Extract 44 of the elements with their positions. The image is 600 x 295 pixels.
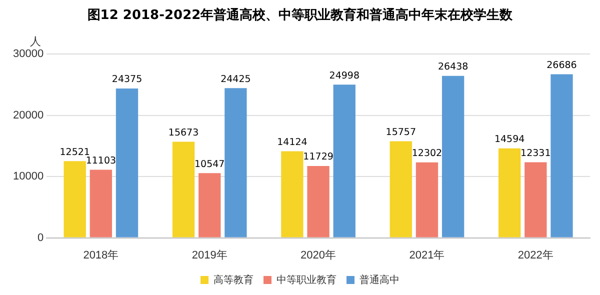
data-label: 14594 <box>494 134 525 146</box>
y-tick-label: 10000 <box>12 170 44 183</box>
bar <box>198 173 221 238</box>
data-label: 24425 <box>220 74 251 85</box>
bar <box>333 84 356 238</box>
bar <box>442 76 464 238</box>
data-label: 26438 <box>438 62 468 73</box>
bar <box>524 162 547 238</box>
bar <box>64 161 86 238</box>
x-tick-label: 2022年 <box>518 249 554 262</box>
y-tick-label: 30000 <box>12 48 44 60</box>
bar <box>498 148 521 238</box>
bar <box>116 88 138 238</box>
data-label: 24375 <box>112 74 142 86</box>
bar <box>90 170 112 238</box>
x-tick-label: 2019年 <box>192 249 228 262</box>
legend-label: 中等职业教育 <box>276 274 336 286</box>
bar <box>307 166 330 238</box>
y-tick-label: 0 <box>37 232 44 244</box>
data-label: 15673 <box>168 127 199 138</box>
data-label: 14124 <box>277 136 308 148</box>
data-label: 15757 <box>386 126 416 138</box>
x-tick-label: 2018年 <box>83 249 119 262</box>
chart-title: 图12 2018-2022年普通高校、中等职业教育和普通高中年末在校学生数 <box>86 6 514 24</box>
data-label: 24998 <box>329 70 360 82</box>
data-label: 12521 <box>60 146 90 158</box>
data-label: 10547 <box>194 158 225 170</box>
data-label: 11103 <box>86 155 116 166</box>
bar <box>224 88 247 238</box>
y-tick-label: 20000 <box>12 109 44 122</box>
data-label: 26686 <box>546 60 577 72</box>
bar <box>281 151 304 238</box>
legend-label: 普通高中 <box>360 274 400 286</box>
bar <box>416 162 438 238</box>
data-label: 11729 <box>303 152 334 163</box>
bar <box>550 74 573 238</box>
x-tick-label: 2020年 <box>300 249 336 262</box>
bar <box>390 141 412 238</box>
bar <box>172 142 195 238</box>
x-tick-label: 2021年 <box>409 249 445 262</box>
y-axis-title: 人 <box>30 34 41 49</box>
data-label: 12331 <box>520 148 551 159</box>
data-label: 12302 <box>412 148 442 160</box>
legend-label: 高等教育 <box>214 274 254 286</box>
